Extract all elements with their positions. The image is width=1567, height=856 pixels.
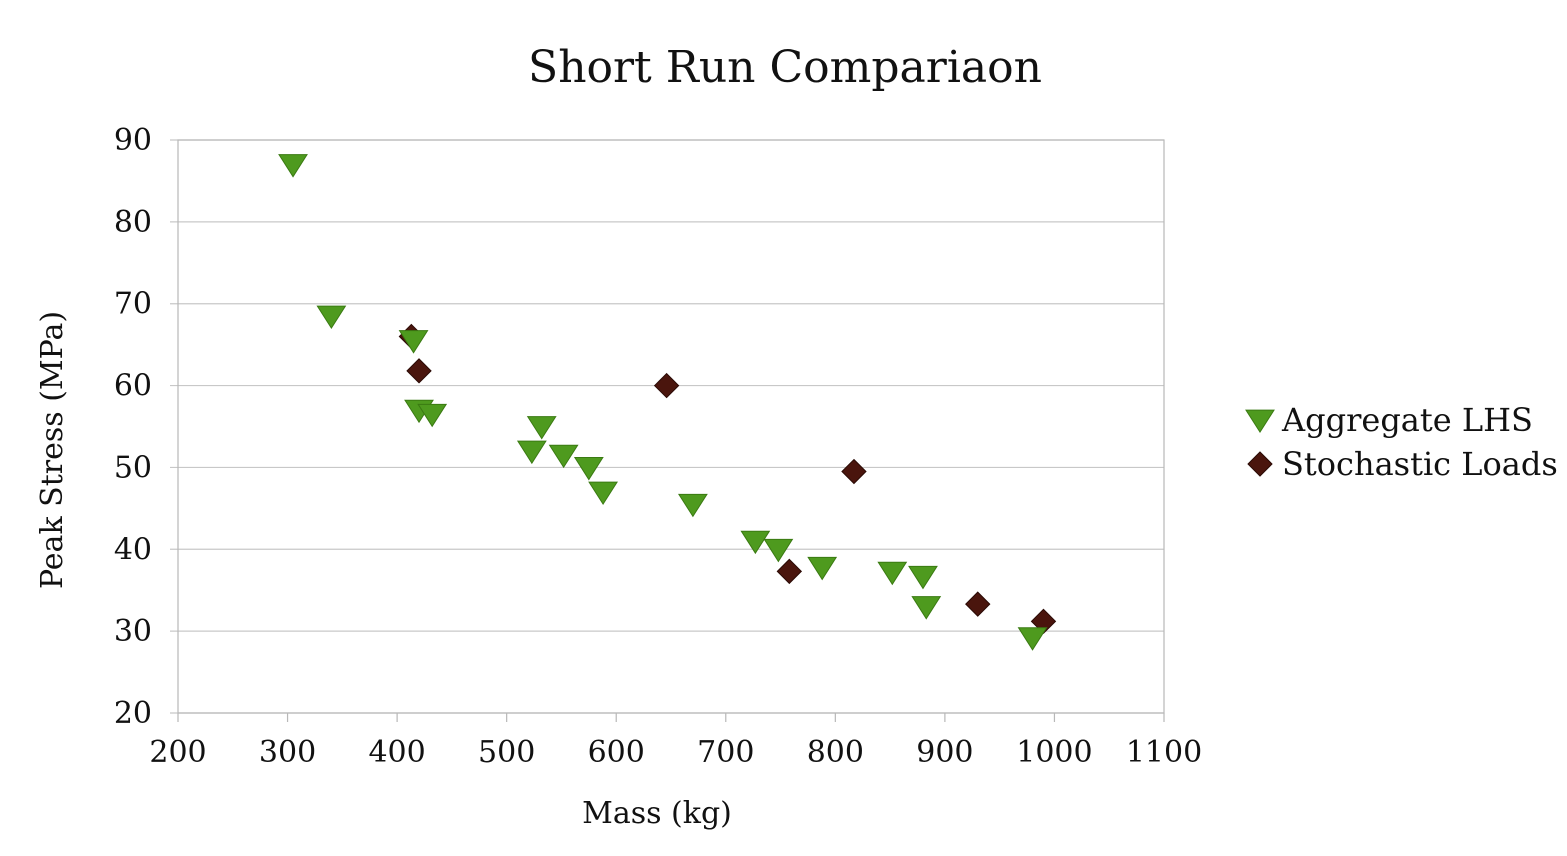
- y-axis-label: Peak Stress (MPa): [35, 311, 70, 589]
- axes: 20 30 40 50 60 70 80 90 200 300 400 500 600 700 800 900…: [114, 123, 1202, 770]
- aggregate-lhs-point: [548, 444, 579, 469]
- legend-marker-stochastic-loads: [1247, 451, 1273, 477]
- plot-frame: [177, 139, 1165, 714]
- grid-lines: [170, 139, 1164, 714]
- aggregate-lhs-point: [908, 565, 938, 590]
- x-tick-label: 1100: [1126, 735, 1202, 770]
- x-axis-label: Mass (kg): [582, 796, 732, 831]
- legend-label: Aggregate LHS: [1281, 401, 1533, 439]
- aggregate-lhs-point: [877, 561, 908, 586]
- y-tick-label: 80: [114, 205, 152, 240]
- aggregate-lhs-point: [807, 556, 838, 581]
- y-tick-label: 90: [114, 123, 152, 158]
- aggregate-lhs-point: [1017, 627, 1048, 651]
- aggregate-lhs-point: [526, 416, 557, 440]
- x-tick-label: 1000: [1016, 735, 1092, 770]
- x-tick-label: 400: [368, 735, 425, 770]
- stochastic-loads-point: [653, 372, 680, 399]
- y-tick-label: 30: [114, 614, 152, 649]
- legend-marker-aggregate-lhs: [1245, 409, 1275, 434]
- aggregate-lhs-point: [316, 305, 347, 330]
- legend: Aggregate LHS Stochastic Loads: [1245, 401, 1558, 483]
- stochastic-loads-point: [841, 458, 867, 485]
- data-points: [278, 154, 1057, 651]
- y-tick-label: 40: [114, 532, 152, 567]
- aggregate-lhs-point: [278, 154, 308, 178]
- aggregate-lhs-point: [763, 538, 794, 563]
- aggregate-lhs-point: [417, 403, 448, 428]
- x-tick-label: 700: [697, 735, 754, 770]
- x-tick-label: 900: [916, 735, 973, 770]
- x-tick-label: 200: [149, 735, 206, 770]
- aggregate-lhs-point: [573, 457, 604, 481]
- aggregate-lhs-point: [911, 596, 942, 620]
- y-tick-label: 70: [114, 287, 152, 322]
- aggregate-lhs-point: [588, 481, 618, 506]
- legend-label: Stochastic Loads: [1282, 445, 1558, 483]
- x-tick-label: 600: [588, 735, 645, 770]
- x-tick-label: 300: [259, 735, 316, 770]
- aggregate-lhs-point: [678, 493, 708, 518]
- y-tick-label: 50: [114, 450, 152, 485]
- aggregate-lhs-point: [740, 530, 771, 555]
- aggregate-lhs-point: [398, 330, 429, 354]
- y-tick-label: 60: [114, 369, 152, 404]
- x-tick-label: 800: [807, 735, 864, 770]
- aggregate-lhs-point: [516, 440, 547, 465]
- y-tick-label: 20: [114, 696, 152, 731]
- chart-title: Short Run Compariaon: [528, 42, 1042, 93]
- stochastic-loads-point: [965, 591, 991, 617]
- stochastic-loads-point: [776, 558, 803, 585]
- x-tick-label: 500: [478, 735, 535, 770]
- stochastic-loads-point: [406, 358, 432, 384]
